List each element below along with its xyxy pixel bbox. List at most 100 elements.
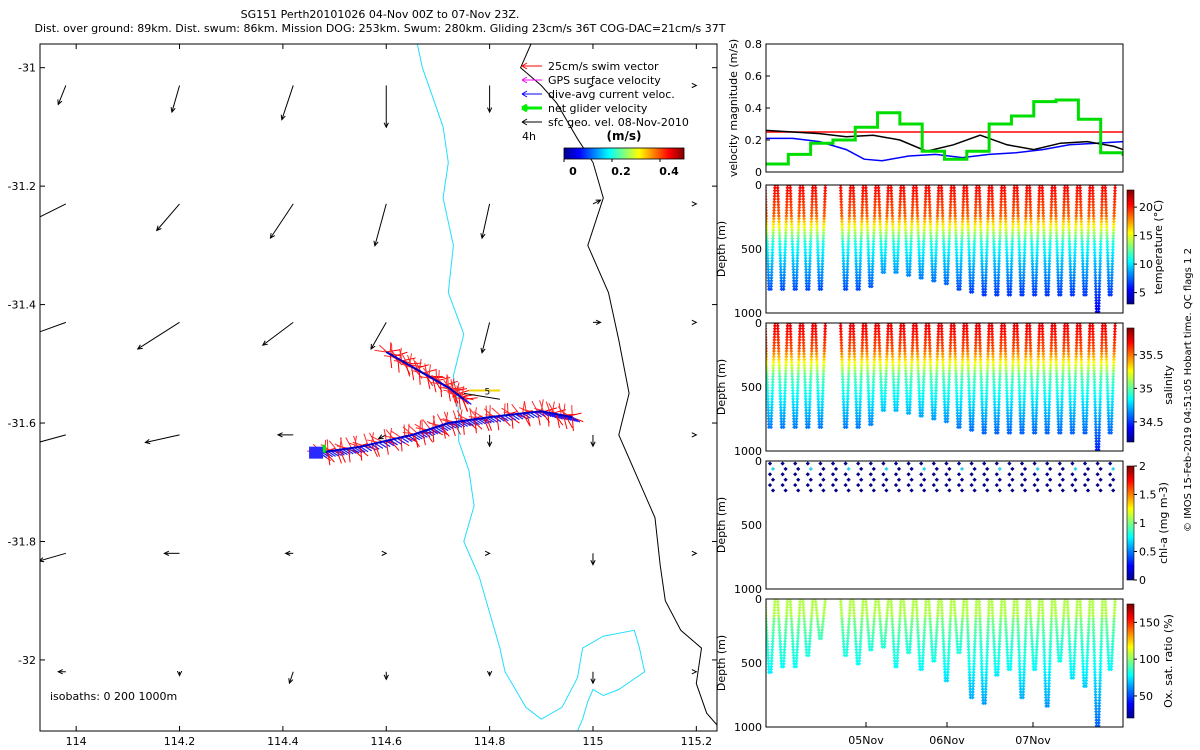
temp-point [1012, 185, 1017, 187]
sal-point [1098, 380, 1103, 385]
chlorophyll-point [1060, 466, 1065, 472]
temp-point [895, 270, 900, 275]
current-vector [288, 671, 294, 685]
temp-point [781, 287, 786, 292]
temp-point [927, 208, 932, 213]
sal-point [917, 397, 922, 402]
temp-point [1098, 250, 1103, 255]
temp-point [873, 199, 878, 204]
sal-point [889, 323, 894, 328]
temp-point [929, 259, 934, 264]
sal-point [978, 360, 983, 365]
temp-point [895, 259, 900, 264]
sal-point [1061, 346, 1066, 351]
temp-point [808, 236, 813, 241]
sal-point [802, 368, 807, 373]
oxy-point [772, 602, 777, 607]
sal-point [997, 397, 1002, 402]
temp-point [1097, 298, 1101, 303]
temp-point [989, 185, 994, 190]
dive-avg-current-marker [445, 423, 454, 430]
temp-point [1029, 236, 1034, 241]
chlorophyll-point [922, 477, 927, 482]
sal-point [804, 405, 808, 410]
map-x-tick-label: 115.2 [681, 735, 713, 748]
swim-vector [486, 417, 493, 431]
map-legend: 25cm/s swim vector GPS surface velocity … [521, 60, 689, 178]
temp-point [852, 213, 857, 218]
current-vector [691, 432, 698, 438]
dive-avg-current-marker [393, 438, 402, 445]
chlorophyll-point [1022, 477, 1028, 482]
chlorophyll-point [947, 488, 952, 493]
temp-point [929, 236, 934, 241]
temp-point [1048, 236, 1053, 241]
temp-point [788, 185, 793, 190]
sal-point [1100, 323, 1105, 328]
temp-point [1046, 284, 1051, 289]
sal-point [948, 351, 953, 356]
temp-point [885, 208, 890, 213]
chlorophyll-point [934, 466, 939, 472]
temp-point [1030, 253, 1035, 258]
temp-point [961, 205, 966, 210]
temp-point [1053, 213, 1058, 218]
temp-point [776, 199, 781, 204]
swim-vector [545, 401, 551, 414]
sal-point [844, 425, 849, 430]
temp-point [1099, 205, 1104, 210]
title-line-1: SG151 Perth20101026 04-Nov 00Z to 07-Nov… [240, 8, 520, 21]
temp-point [1103, 199, 1108, 204]
temp-point [915, 205, 920, 210]
sal-point [1049, 332, 1054, 337]
temp-point [952, 208, 957, 213]
sal-point [870, 397, 875, 402]
temp-point [1049, 191, 1054, 196]
sal-point [803, 397, 808, 402]
swim-vector [440, 383, 443, 398]
chlorophyll-point [1010, 466, 1015, 472]
temp-point [1037, 199, 1041, 204]
swim-vector [414, 433, 419, 448]
sal-point [1017, 388, 1022, 393]
chlorophyll-point [1007, 472, 1012, 477]
swim-vector [452, 410, 458, 422]
swim-vector [432, 428, 435, 443]
chlorophyll-point [793, 461, 798, 466]
chlorophyll-colorbar-label: chl-a (mg m-3) [1157, 482, 1170, 564]
temp-point [967, 259, 972, 264]
sal-point [1084, 416, 1089, 421]
sal-point [766, 360, 769, 365]
oxy-point [772, 613, 777, 618]
temp-point [1066, 211, 1071, 216]
sal-point [1097, 405, 1102, 410]
temp-point [921, 250, 926, 255]
sal-point [955, 405, 960, 410]
temp-point [997, 236, 1002, 241]
temp-point [909, 222, 914, 227]
temp-point [851, 185, 856, 190]
sal-point [920, 397, 925, 402]
sal-point [1028, 357, 1033, 362]
sal-point [781, 425, 786, 430]
temp-point [934, 250, 938, 255]
isobath-200m-line [416, 44, 646, 731]
temp-point [1067, 236, 1072, 241]
temp-point [1049, 213, 1054, 218]
swim-vector [418, 370, 421, 385]
temp-point [1017, 250, 1022, 255]
temp-point [823, 185, 828, 187]
swim-vector [401, 353, 409, 365]
sal-point [789, 360, 794, 365]
sal-point [897, 351, 902, 356]
sal-point [1099, 351, 1104, 356]
oxy-point [766, 644, 770, 649]
temp-point [775, 185, 780, 190]
temp-point [852, 222, 857, 227]
temperature-ytick-0: 0 [755, 179, 762, 192]
temp-point [1098, 244, 1103, 249]
sal-point [872, 351, 877, 356]
temp-point [813, 185, 818, 190]
temp-point [897, 208, 902, 213]
temp-point [1066, 205, 1071, 210]
